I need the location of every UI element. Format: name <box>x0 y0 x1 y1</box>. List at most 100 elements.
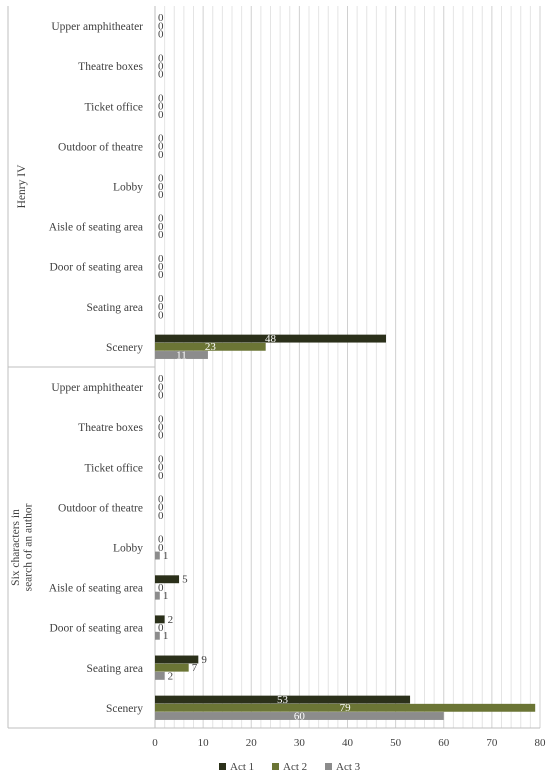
x-tick-label: 20 <box>246 737 258 749</box>
data-label: 0 <box>158 69 164 81</box>
data-label: 0 <box>158 261 164 273</box>
data-label: 1 <box>163 550 169 562</box>
bar <box>155 663 189 672</box>
data-label: 0 <box>158 502 164 514</box>
legend-label: Act 1 <box>230 761 254 773</box>
data-label: 0 <box>158 470 164 482</box>
data-label: 0 <box>158 462 164 474</box>
data-label: 0 <box>158 141 164 153</box>
data-label: 0 <box>158 189 164 201</box>
group-label: Henry IV <box>16 164 28 208</box>
data-label: 0 <box>158 373 164 385</box>
data-label: 48 <box>265 333 277 345</box>
data-label: 0 <box>158 109 164 121</box>
bar <box>155 703 536 712</box>
x-tick-label: 10 <box>198 737 210 749</box>
x-tick-label: 70 <box>486 737 498 749</box>
bar <box>155 551 160 560</box>
data-label: 0 <box>158 430 164 442</box>
legend-label: Act 2 <box>283 761 307 773</box>
data-label: 0 <box>158 92 164 104</box>
data-label: 5 <box>182 574 188 586</box>
data-label: 0 <box>158 293 164 305</box>
category-label: Ticket office <box>85 101 143 113</box>
data-label: 0 <box>158 132 164 144</box>
category-label: Outdoor of theatre <box>58 141 143 153</box>
axes <box>7 6 540 729</box>
data-label: 0 <box>158 213 164 225</box>
x-tick-label: 80 <box>535 737 547 749</box>
category-label: Upper amphitheater <box>51 21 143 33</box>
data-label: 2 <box>168 670 174 682</box>
bar <box>155 342 266 351</box>
group-label-line: search of an author <box>23 503 35 591</box>
x-tick-label: 40 <box>342 737 354 749</box>
data-label: 0 <box>158 309 164 321</box>
data-label: 0 <box>158 29 164 41</box>
data-label: 1 <box>163 590 169 602</box>
category-label: Seating area <box>86 663 143 675</box>
data-label: 11 <box>176 349 187 361</box>
data-label: 0 <box>158 534 164 546</box>
bar <box>155 695 411 704</box>
data-label: 0 <box>158 390 164 402</box>
category-label: Door of seating area <box>49 262 143 274</box>
group-label: Six characters insearch of an author <box>10 503 35 591</box>
data-label: 0 <box>158 60 164 72</box>
data-label: 0 <box>158 101 164 113</box>
data-label: 2 <box>168 614 174 626</box>
data-label: 9 <box>201 654 207 666</box>
data-label: 79 <box>340 702 352 714</box>
bar <box>155 712 444 720</box>
data-label: 0 <box>158 173 164 185</box>
bar <box>155 575 180 584</box>
data-label: 53 <box>277 694 289 706</box>
legend-swatch <box>325 763 332 770</box>
data-label: 0 <box>158 582 164 594</box>
data-label: 0 <box>158 12 164 24</box>
bar <box>155 591 160 600</box>
data-label: 0 <box>158 181 164 193</box>
legend-swatch <box>219 763 226 770</box>
x-tick-label: 60 <box>438 737 450 749</box>
category-label: Ticket office <box>85 462 143 474</box>
data-label: 0 <box>158 413 164 425</box>
legend-swatch <box>272 763 279 770</box>
data-label: 0 <box>158 622 164 634</box>
legend: Act 1 Act 2 Act 3 <box>219 761 361 773</box>
data-label: 0 <box>158 20 164 32</box>
x-tick-label: 0 <box>152 737 158 749</box>
data-label: 1 <box>163 630 169 642</box>
category-label: Outdoor of theatre <box>58 502 143 514</box>
data-label: 0 <box>158 542 164 554</box>
bar <box>155 334 386 343</box>
category-label: Lobby <box>113 182 143 194</box>
gridlines <box>164 6 541 728</box>
bar <box>155 615 165 624</box>
data-label: 7 <box>192 662 198 674</box>
data-label: 0 <box>158 301 164 313</box>
data-label: 0 <box>158 453 164 465</box>
data-label: 0 <box>158 510 164 522</box>
bar <box>155 671 165 680</box>
category-label: Lobby <box>113 543 143 555</box>
data-label: 0 <box>158 253 164 265</box>
data-label: 0 <box>158 381 164 393</box>
data-label: 0 <box>158 149 164 161</box>
category-label: Scenery <box>106 703 143 715</box>
bar <box>155 655 199 664</box>
data-label: 0 <box>158 229 164 241</box>
data-label: 0 <box>158 493 164 505</box>
bars <box>155 334 536 720</box>
group-label-line: Henry IV <box>16 164 28 208</box>
category-label: Seating area <box>86 302 143 314</box>
category-label: Theatre boxes <box>78 61 143 73</box>
group-label-line: Six characters in <box>10 509 22 586</box>
data-label: 0 <box>158 52 164 64</box>
bar <box>155 351 208 359</box>
data-label: 0 <box>158 421 164 433</box>
x-tick-label: 50 <box>390 737 402 749</box>
bar <box>155 631 160 640</box>
